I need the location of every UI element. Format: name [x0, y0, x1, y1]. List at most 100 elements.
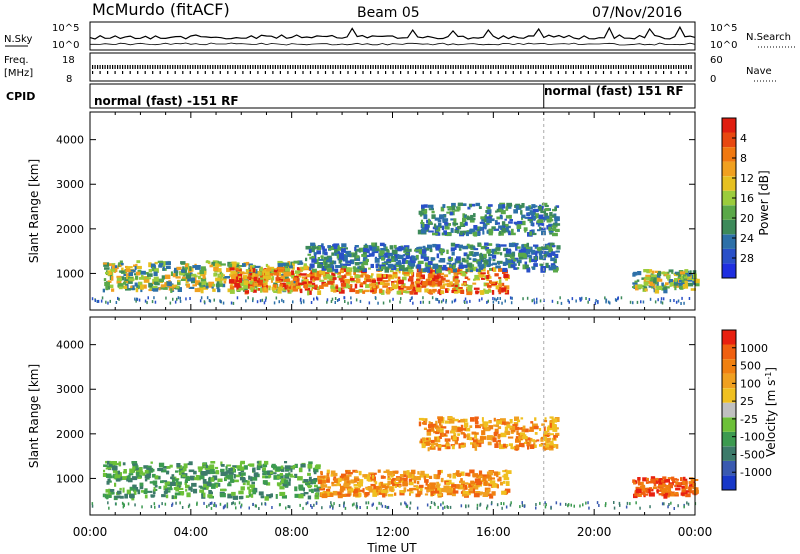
echo-cell: [437, 416, 443, 419]
echo-cell: [277, 263, 283, 268]
echo-cell: [271, 463, 276, 468]
echo-cell: [386, 289, 390, 295]
echo-cell: [381, 489, 386, 494]
echo-cell: [452, 436, 457, 441]
freq-mark: [179, 65, 181, 69]
echo-cell: [459, 267, 462, 271]
echo-cell: [378, 288, 383, 293]
echo-cell: [297, 268, 301, 273]
echo-cell: [551, 418, 558, 423]
echo-cell: [520, 210, 523, 215]
freq-mark: [642, 65, 645, 69]
echo-cell: [505, 258, 508, 263]
echo-cell: [211, 501, 213, 505]
freq-mark: [442, 65, 444, 69]
echo-cell: [260, 495, 265, 499]
echo-cell: [449, 263, 452, 267]
echo-cell: [441, 232, 445, 236]
echo-cell: [119, 487, 122, 491]
echo-cell: [313, 503, 315, 507]
echo-cell: [362, 474, 368, 478]
echo-cell: [634, 282, 637, 287]
colorbar-segment: [722, 176, 736, 191]
echo-cell: [422, 296, 424, 300]
echo-cell: [402, 267, 409, 272]
echo-cell: [437, 446, 442, 451]
echo-cell: [488, 253, 490, 257]
echo-cell: [222, 301, 225, 305]
echo-cell: [430, 501, 433, 504]
echo-cell: [229, 289, 235, 294]
echo-cell: [555, 223, 561, 226]
echo-cell: [176, 266, 182, 271]
echo-cell: [495, 441, 499, 444]
y-tick-label: 4000: [56, 339, 84, 352]
freq-mark: [420, 65, 422, 69]
freq-mark: [475, 65, 477, 69]
echo-cell: [359, 479, 364, 483]
echo-cell: [428, 221, 433, 224]
echo-cell: [672, 478, 678, 481]
echo-cell: [153, 271, 158, 277]
echo-cell: [261, 502, 263, 506]
freq-mark: [159, 65, 161, 69]
echo-cell: [516, 246, 521, 249]
echo-cell: [246, 270, 249, 275]
freq-mark: [269, 65, 271, 69]
echo-cell: [508, 230, 511, 236]
echo-cell: [329, 260, 334, 265]
echo-cell: [153, 281, 159, 285]
echo-cell: [424, 479, 429, 483]
echo-cell: [257, 460, 262, 466]
freq-mark: [124, 65, 126, 69]
echo-cell: [292, 277, 298, 281]
echo-cell: [279, 491, 286, 496]
freq-mark: [167, 65, 169, 69]
echo-cell: [467, 284, 473, 288]
echo-cell: [271, 268, 274, 272]
echo-cell: [540, 437, 544, 442]
echo-cell: [143, 490, 148, 494]
echo-cell: [242, 263, 246, 267]
nave-mark: [625, 71, 627, 74]
echo-cell: [250, 494, 254, 498]
freq-mark: [447, 65, 449, 69]
echo-cell: [546, 438, 551, 443]
echo-cell: [465, 505, 467, 509]
echo-cell: [339, 263, 343, 268]
echo-cell: [373, 485, 376, 491]
echo-cell: [539, 255, 546, 260]
echo-cell: [328, 246, 334, 251]
echo-cell: [303, 487, 305, 492]
echo-cell: [208, 281, 215, 286]
echo-cell: [520, 248, 526, 252]
freq-mark: [387, 65, 389, 69]
echo-cell: [439, 214, 445, 219]
cpid-label: CPID: [6, 90, 35, 103]
echo-cell: [423, 427, 427, 430]
echo-cell: [332, 244, 338, 249]
echo-cell: [296, 274, 302, 278]
echo-cell: [189, 297, 191, 300]
echo-cell: [283, 271, 288, 277]
echo-cell: [136, 260, 141, 264]
echo-cell: [344, 506, 347, 510]
echo-cell: [133, 273, 136, 276]
echo-cell: [460, 424, 464, 429]
echo-cell: [419, 300, 422, 304]
echo-cell: [539, 226, 542, 231]
echo-cell: [528, 440, 532, 444]
echo-cell: [398, 264, 405, 270]
echo-cell: [517, 227, 520, 232]
echo-cell: [118, 461, 122, 467]
echo-cell: [202, 487, 208, 490]
echo-cell: [311, 488, 314, 494]
echo-cell: [505, 446, 508, 449]
freq-mark: [535, 65, 537, 69]
noise-panel: N.Sky 10^5 10^0 10^5 10^0 N.Search: [4, 21, 796, 51]
echo-cell: [342, 493, 347, 497]
echo-cell: [538, 250, 543, 256]
echo-cell: [492, 259, 496, 262]
echo-cell: [441, 225, 445, 231]
freq-mark: [267, 65, 269, 69]
